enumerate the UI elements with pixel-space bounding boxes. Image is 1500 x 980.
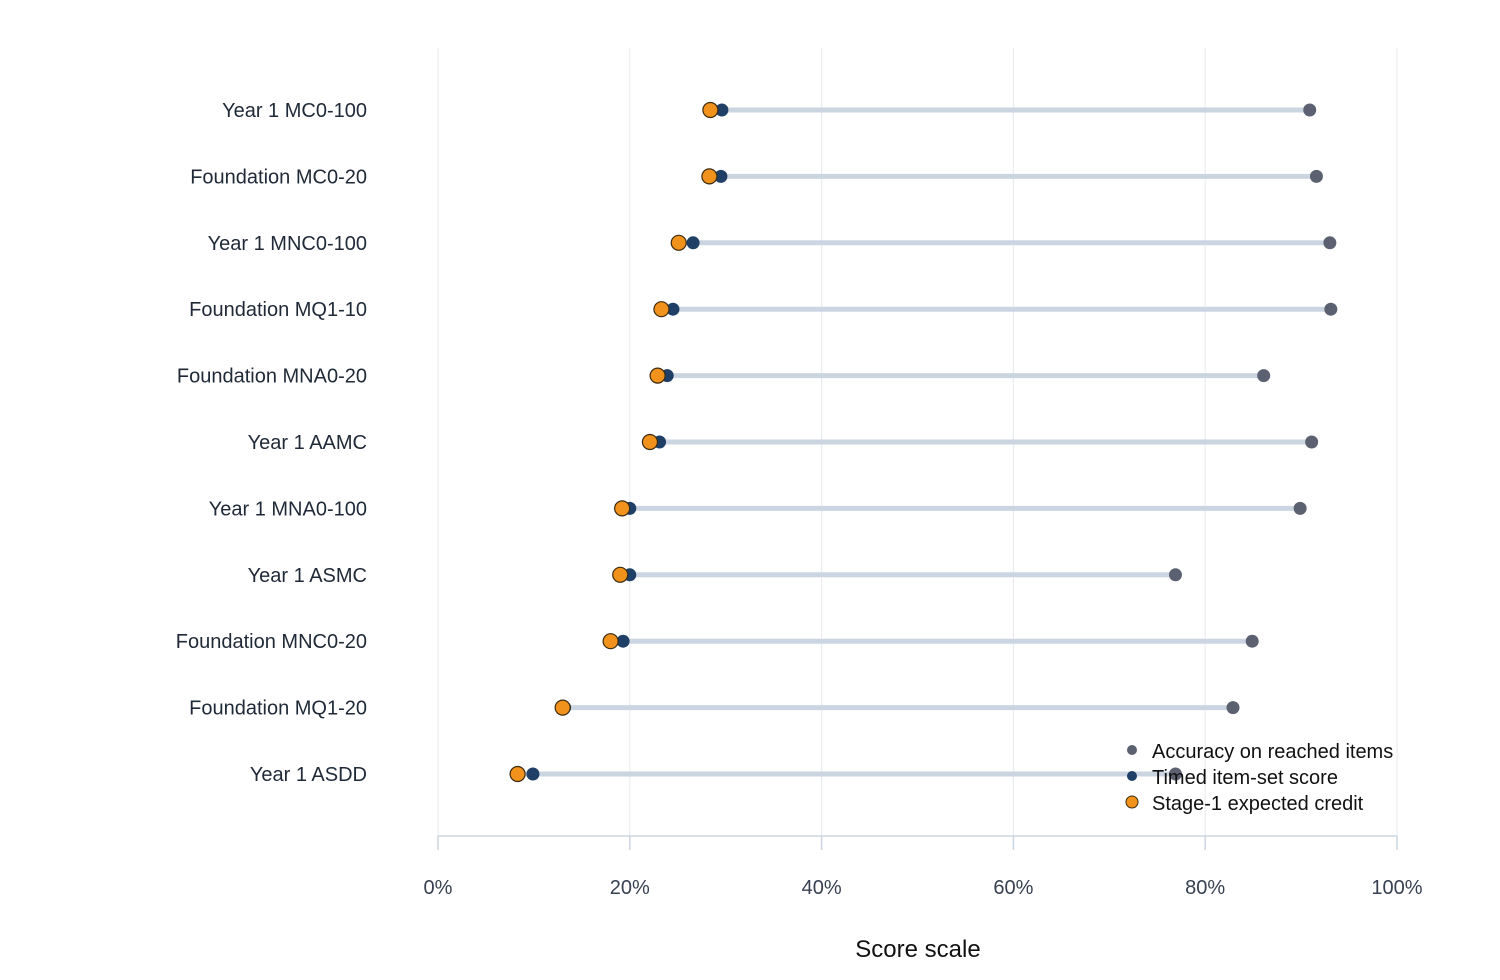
category-label: Foundation MQ1-10	[189, 299, 367, 321]
stage1-credit-point	[670, 234, 687, 251]
category-label: Year 1 ASDD	[250, 764, 367, 786]
category-label: Year 1 MNC0-100	[208, 233, 367, 255]
accuracy-point	[1257, 369, 1271, 383]
accuracy-point	[1226, 701, 1240, 715]
stage1-credit-point	[653, 301, 670, 318]
stage1-credit-point	[612, 566, 629, 583]
x-tick-label: 60%	[993, 877, 1033, 899]
x-tick-label: 40%	[802, 877, 842, 899]
legend-marker	[1127, 771, 1137, 781]
x-tick-label: 0%	[424, 877, 453, 899]
legend-label: Accuracy on reached items	[1152, 741, 1393, 763]
category-label: Foundation MC0-20	[190, 166, 367, 188]
legend-marker	[1127, 745, 1137, 755]
x-tick-label: 20%	[610, 877, 650, 899]
stage1-credit-point	[509, 765, 526, 783]
accuracy-point	[1305, 435, 1319, 449]
stage1-credit-point	[554, 699, 571, 716]
timed-score-point	[714, 169, 728, 183]
category-label: Foundation MNA0-20	[177, 366, 367, 388]
accuracy-point	[1168, 767, 1182, 781]
category-label: Year 1 MNA0-100	[209, 498, 367, 520]
category-label: Year 1 AAMC	[248, 432, 367, 454]
stage1-credit-point	[702, 101, 719, 119]
timed-score-point	[686, 236, 700, 250]
accuracy-point	[1309, 169, 1323, 183]
stage1-credit-point	[649, 367, 666, 384]
x-tick-label: 80%	[1185, 877, 1225, 899]
legend-label: Stage-1 expected credit	[1152, 793, 1364, 815]
stage1-credit-point	[602, 633, 619, 650]
category-label: Year 1 MC0-100	[222, 100, 367, 122]
accuracy-point	[1324, 302, 1338, 316]
accuracy-point	[1293, 501, 1307, 515]
stage1-credit-point	[614, 500, 631, 517]
x-axis-title: Score scale	[855, 936, 980, 963]
x-tick-label: 100%	[1371, 877, 1422, 899]
category-label: Foundation MNC0-20	[176, 631, 367, 653]
category-label: Year 1 ASMC	[248, 565, 367, 587]
accuracy-point	[1168, 568, 1182, 582]
x-axis: 0% 20% 40% 60% 80% 100%	[424, 835, 1423, 899]
stage1-credit-point	[641, 433, 659, 451]
stage1-credit-point	[701, 168, 718, 185]
category-label: Foundation MQ1-20	[189, 698, 367, 720]
timed-score-point	[616, 634, 630, 648]
accuracy-point	[1303, 103, 1317, 117]
category-labels: Year 1 MC0-100 Foundation MC0-20 Year 1 MN…	[176, 100, 367, 786]
timed-score-point	[715, 103, 729, 117]
legend-marker	[1125, 795, 1139, 809]
legend-label: Timed item-set score	[1152, 767, 1338, 789]
timed-score-point	[666, 302, 680, 316]
legend: Accuracy on reached items Timed item-set …	[1125, 741, 1393, 815]
data-points	[509, 101, 1338, 783]
accuracy-point	[1323, 236, 1337, 250]
accuracy-point	[1245, 634, 1259, 648]
timed-score-point	[526, 767, 540, 781]
range-lines	[515, 107, 1334, 777]
